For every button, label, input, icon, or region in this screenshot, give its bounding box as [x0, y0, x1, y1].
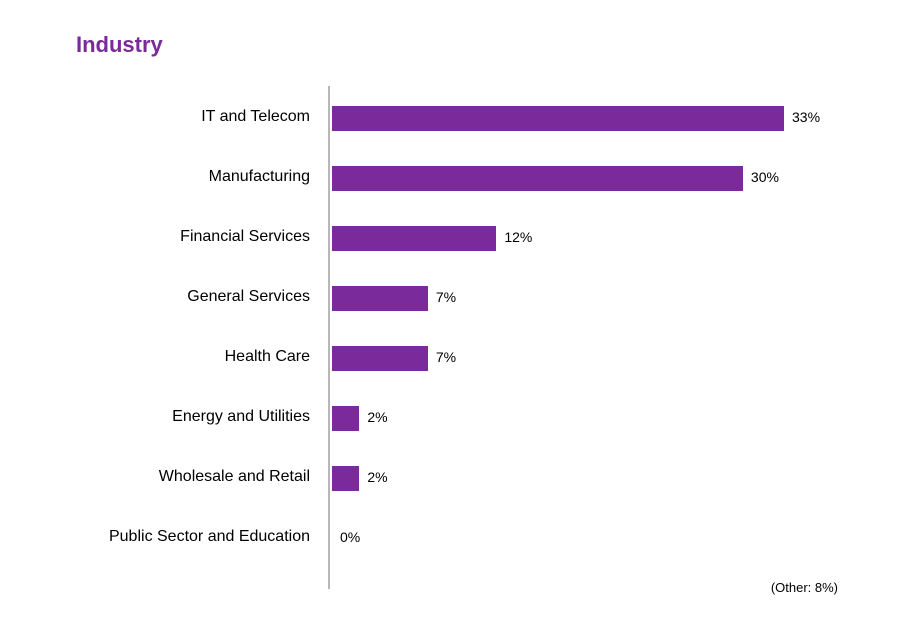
value-label: 7%: [436, 349, 456, 365]
category-label: IT and Telecom: [201, 108, 310, 126]
value-label: 2%: [367, 469, 387, 485]
bar: [332, 286, 428, 311]
category-label: Financial Services: [180, 228, 310, 246]
chart-container: Industry IT and Telecom 33% Manufacturing 3…: [0, 0, 900, 627]
category-label: Energy and Utilities: [172, 408, 310, 426]
value-label: 2%: [367, 409, 387, 425]
bar: [332, 406, 359, 431]
category-label: Manufacturing: [209, 168, 310, 186]
value-label: 0%: [340, 529, 360, 545]
category-label: General Services: [187, 288, 310, 306]
bar: [332, 346, 428, 371]
bar: [332, 226, 496, 251]
category-label: Health Care: [225, 348, 310, 366]
bar: [332, 466, 359, 491]
bar: [332, 106, 784, 131]
category-label: Wholesale and Retail: [159, 468, 310, 486]
chart-title: Industry: [76, 32, 163, 58]
value-label: 7%: [436, 289, 456, 305]
y-axis-line: [328, 86, 330, 589]
value-label: 33%: [792, 109, 820, 125]
value-label: 12%: [504, 229, 532, 245]
category-label: Public Sector and Education: [109, 528, 310, 546]
bar: [332, 166, 743, 191]
chart-footnote: (Other: 8%): [771, 580, 838, 595]
value-label: 30%: [751, 169, 779, 185]
